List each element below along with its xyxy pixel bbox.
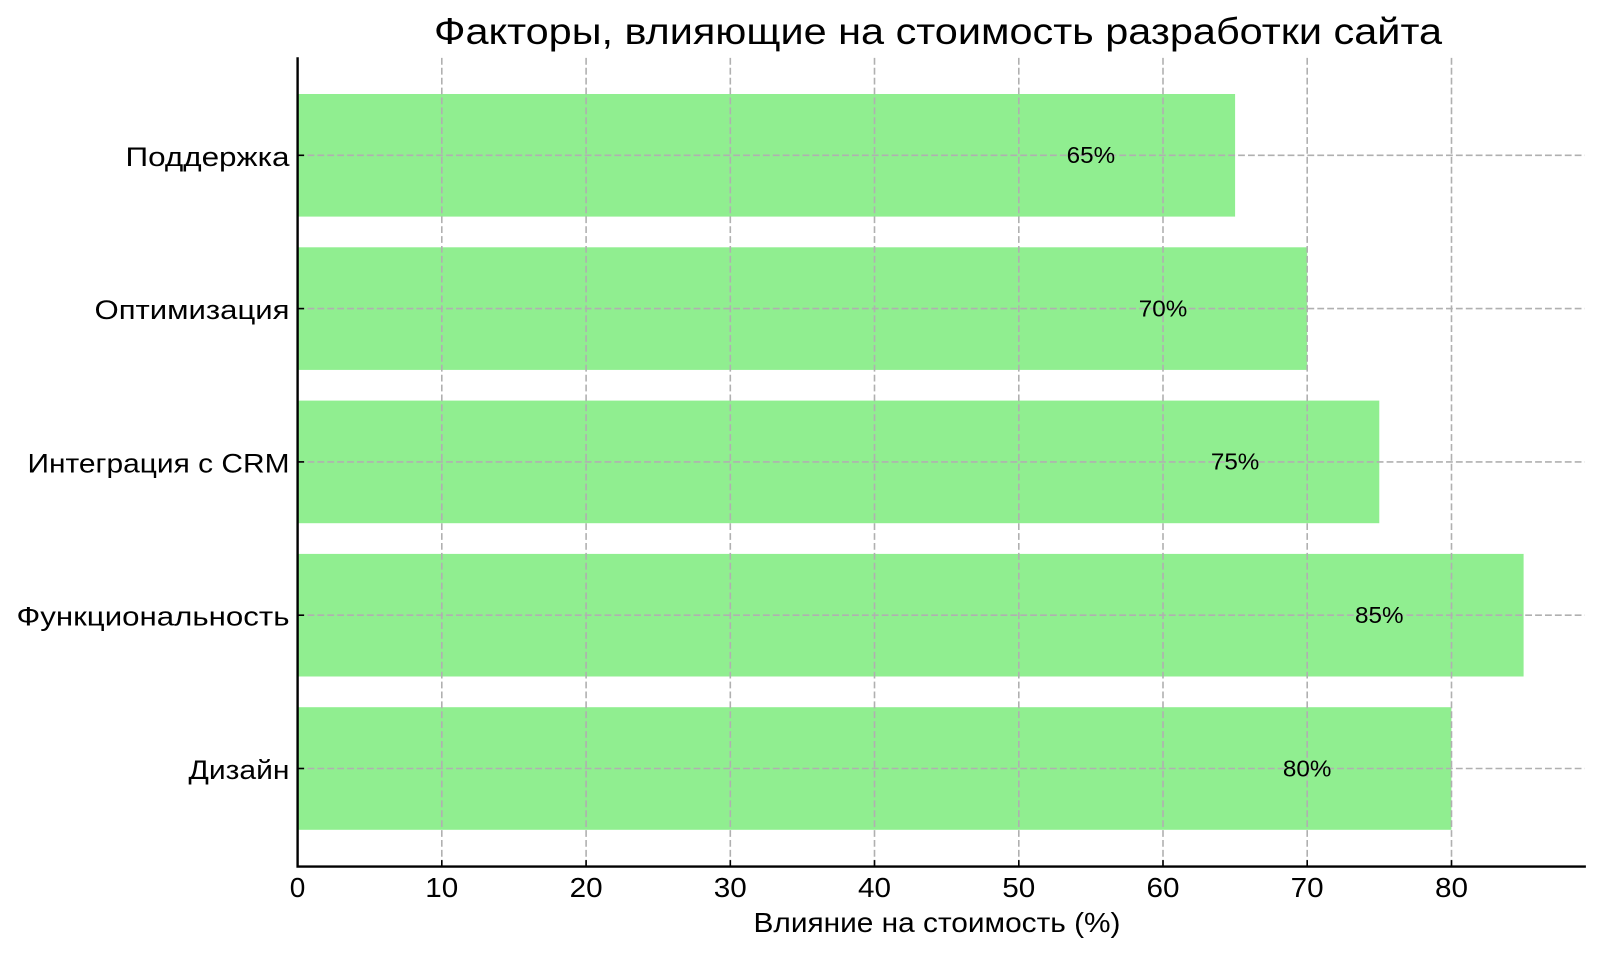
svg-text:50: 50 — [1002, 872, 1035, 903]
svg-text:80%: 80% — [1283, 755, 1332, 781]
svg-text:70: 70 — [1291, 872, 1324, 903]
svg-text:85%: 85% — [1355, 602, 1404, 628]
svg-text:65%: 65% — [1067, 142, 1116, 168]
svg-text:Функциональность: Функциональность — [17, 602, 290, 632]
svg-text:80: 80 — [1435, 872, 1468, 903]
svg-text:70%: 70% — [1139, 295, 1188, 321]
svg-text:30: 30 — [714, 872, 747, 903]
svg-text:Дизайн: Дизайн — [189, 755, 290, 785]
svg-text:Поддержка: Поддержка — [126, 142, 291, 172]
svg-text:60: 60 — [1147, 872, 1180, 903]
svg-text:10: 10 — [425, 872, 458, 903]
svg-text:Факторы, влияющие на стоимость: Факторы, влияющие на стоимость разработк… — [434, 10, 1442, 52]
svg-text:40: 40 — [858, 872, 891, 903]
svg-text:Оптимизация: Оптимизация — [95, 295, 290, 325]
svg-text:20: 20 — [570, 872, 603, 903]
svg-text:75%: 75% — [1211, 449, 1260, 475]
svg-text:0: 0 — [290, 872, 306, 903]
svg-text:Интеграция с CRM: Интеграция с CRM — [28, 448, 290, 478]
svg-text:Влияние на стоимость (%): Влияние на стоимость (%) — [754, 907, 1121, 938]
